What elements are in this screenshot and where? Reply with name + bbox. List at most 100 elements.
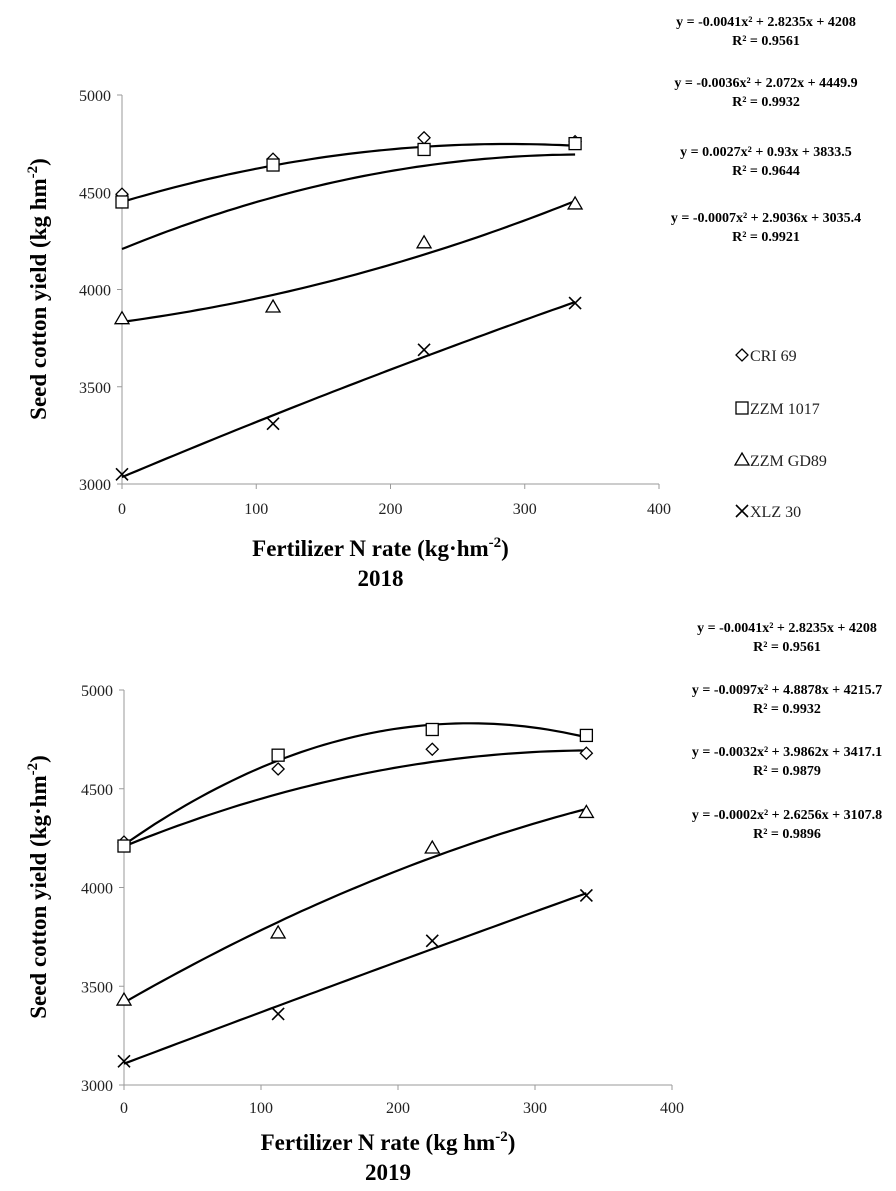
trendline — [121, 300, 576, 479]
data-point — [115, 195, 129, 209]
series-xlz-30 — [115, 296, 582, 481]
series-cri-69 — [117, 742, 594, 849]
data-point — [579, 888, 593, 902]
trend-equation: y = -0.0041x² + 2.8235x + 4208 — [697, 621, 877, 636]
r-squared: R² = 0.9932 — [732, 95, 800, 110]
trend-equation: y = 0.0027x² + 0.93x + 3833.5 — [680, 145, 852, 160]
data-point — [425, 934, 439, 948]
y-tick-label: 3500 — [81, 979, 113, 996]
legend-label: ZZM GD89 — [750, 453, 827, 470]
legend-marker — [735, 401, 749, 415]
data-point — [579, 728, 594, 743]
r-squared: R² = 0.9879 — [753, 764, 821, 779]
r-squared: R² = 0.9932 — [753, 702, 821, 717]
x-tick-label: 300 — [523, 1100, 547, 1117]
series-xlz-30 — [117, 888, 593, 1068]
data-point — [117, 1054, 131, 1068]
x-axis-label: Fertilizer N rate (kg·hm-2) — [252, 535, 509, 561]
data-point — [271, 762, 286, 776]
data-point — [417, 130, 431, 145]
data-point — [425, 722, 439, 737]
series-cri-69 — [115, 130, 583, 251]
data-point — [271, 748, 285, 762]
data-point — [566, 195, 584, 210]
data-point — [415, 234, 433, 249]
trendline — [121, 199, 576, 323]
x-tick-label: 400 — [647, 501, 671, 518]
data-point — [113, 310, 131, 325]
data-point — [269, 924, 287, 939]
r-squared: R² = 0.9896 — [753, 827, 821, 842]
legend-item: CRI 69 — [735, 348, 797, 365]
legend-item: ZZM 1017 — [735, 401, 820, 418]
legend-marker — [733, 451, 751, 466]
data-point — [117, 839, 131, 853]
legend-label: XLZ 30 — [750, 504, 801, 521]
series-zzm-1017 — [117, 722, 594, 853]
chart-2019: 0 100 200 300 400 3000 3500 4000 4500 5000 Fertili… — [25, 621, 882, 1185]
legend-item: XLZ 30 — [735, 504, 801, 521]
x-tick-label: 400 — [660, 1100, 684, 1117]
x-tick-label: 300 — [513, 501, 537, 518]
legend-label: ZZM 1017 — [750, 401, 820, 418]
data-point — [568, 136, 582, 151]
trend-equation: y = -0.0002x² + 2.6256x + 3107.8 — [692, 808, 882, 823]
chart-2018: 0 100 200 300 400 3000 3500 4000 4500 5000 Fertili… — [25, 15, 861, 591]
data-point — [271, 1007, 285, 1021]
trendline — [123, 807, 587, 1004]
trend-equation: y = -0.0032x² + 3.9862x + 3417.1 — [692, 745, 882, 760]
year-label: 2018 — [358, 566, 404, 591]
y-tick-label: 3500 — [79, 380, 111, 397]
legend-marker — [735, 348, 749, 362]
data-point — [115, 991, 133, 1006]
r-squared: R² = 0.9644 — [732, 164, 800, 179]
trendline — [123, 722, 587, 846]
data-point — [264, 298, 282, 313]
y-tick-label: 4000 — [81, 881, 113, 898]
data-point — [266, 158, 280, 172]
data-point — [578, 804, 595, 819]
trend-equation: y = -0.0097x² + 4.8878x + 4215.7 — [692, 683, 882, 698]
y-tick-label: 4000 — [79, 283, 111, 300]
trend-equation: y = -0.0041x² + 2.8235x + 4208 — [676, 15, 856, 30]
r-squared: R² = 0.9921 — [732, 230, 800, 245]
legend-marker — [735, 504, 749, 518]
data-point — [568, 296, 582, 310]
trendline — [123, 892, 587, 1065]
x-tick-label: 0 — [120, 1100, 128, 1117]
y-tick-label: 3000 — [79, 477, 111, 494]
y-axis-label: Seed cotton yield (kg hm-2) — [25, 158, 51, 420]
data-point — [579, 746, 594, 761]
series-zzm-gd89 — [113, 195, 584, 325]
y-tick-label: 5000 — [79, 88, 111, 105]
x-tick-label: 0 — [118, 501, 126, 518]
r-squared: R² = 0.9561 — [753, 640, 821, 655]
trend-equation: y = -0.0036x² + 2.072x + 4449.9 — [674, 76, 857, 91]
trendline — [121, 153, 576, 251]
data-point — [115, 467, 129, 481]
legend-label: CRI 69 — [750, 348, 797, 365]
series-zzm-gd89 — [115, 804, 595, 1006]
series-zzm-1017 — [115, 136, 582, 209]
trendline — [123, 749, 587, 848]
y-tick-label: 4500 — [79, 185, 111, 202]
r-squared: R² = 0.9561 — [732, 34, 800, 49]
x-tick-label: 100 — [244, 501, 268, 518]
legend-item: ZZM GD89 — [733, 451, 827, 470]
data-point — [425, 742, 440, 757]
x-axis-label: Fertilizer N rate (kg hm-2) — [261, 1129, 516, 1155]
y-tick-label: 5000 — [81, 683, 113, 700]
year-label: 2019 — [365, 1160, 411, 1185]
trend-equation: y = -0.0007x² + 2.9036x + 3035.4 — [671, 211, 861, 226]
trendline — [121, 142, 576, 204]
data-point — [417, 343, 431, 357]
data-point — [417, 142, 431, 157]
data-point — [424, 839, 441, 854]
y-tick-label: 4500 — [81, 782, 113, 799]
x-tick-label: 200 — [386, 1100, 410, 1117]
y-axis-label: Seed cotton yield (kg·hm-2) — [25, 755, 51, 1019]
y-tick-label: 3000 — [81, 1078, 113, 1095]
legend: CRI 69 ZZM 1017 ZZM GD89 XLZ 30 — [733, 348, 827, 521]
x-tick-label: 100 — [249, 1100, 273, 1117]
